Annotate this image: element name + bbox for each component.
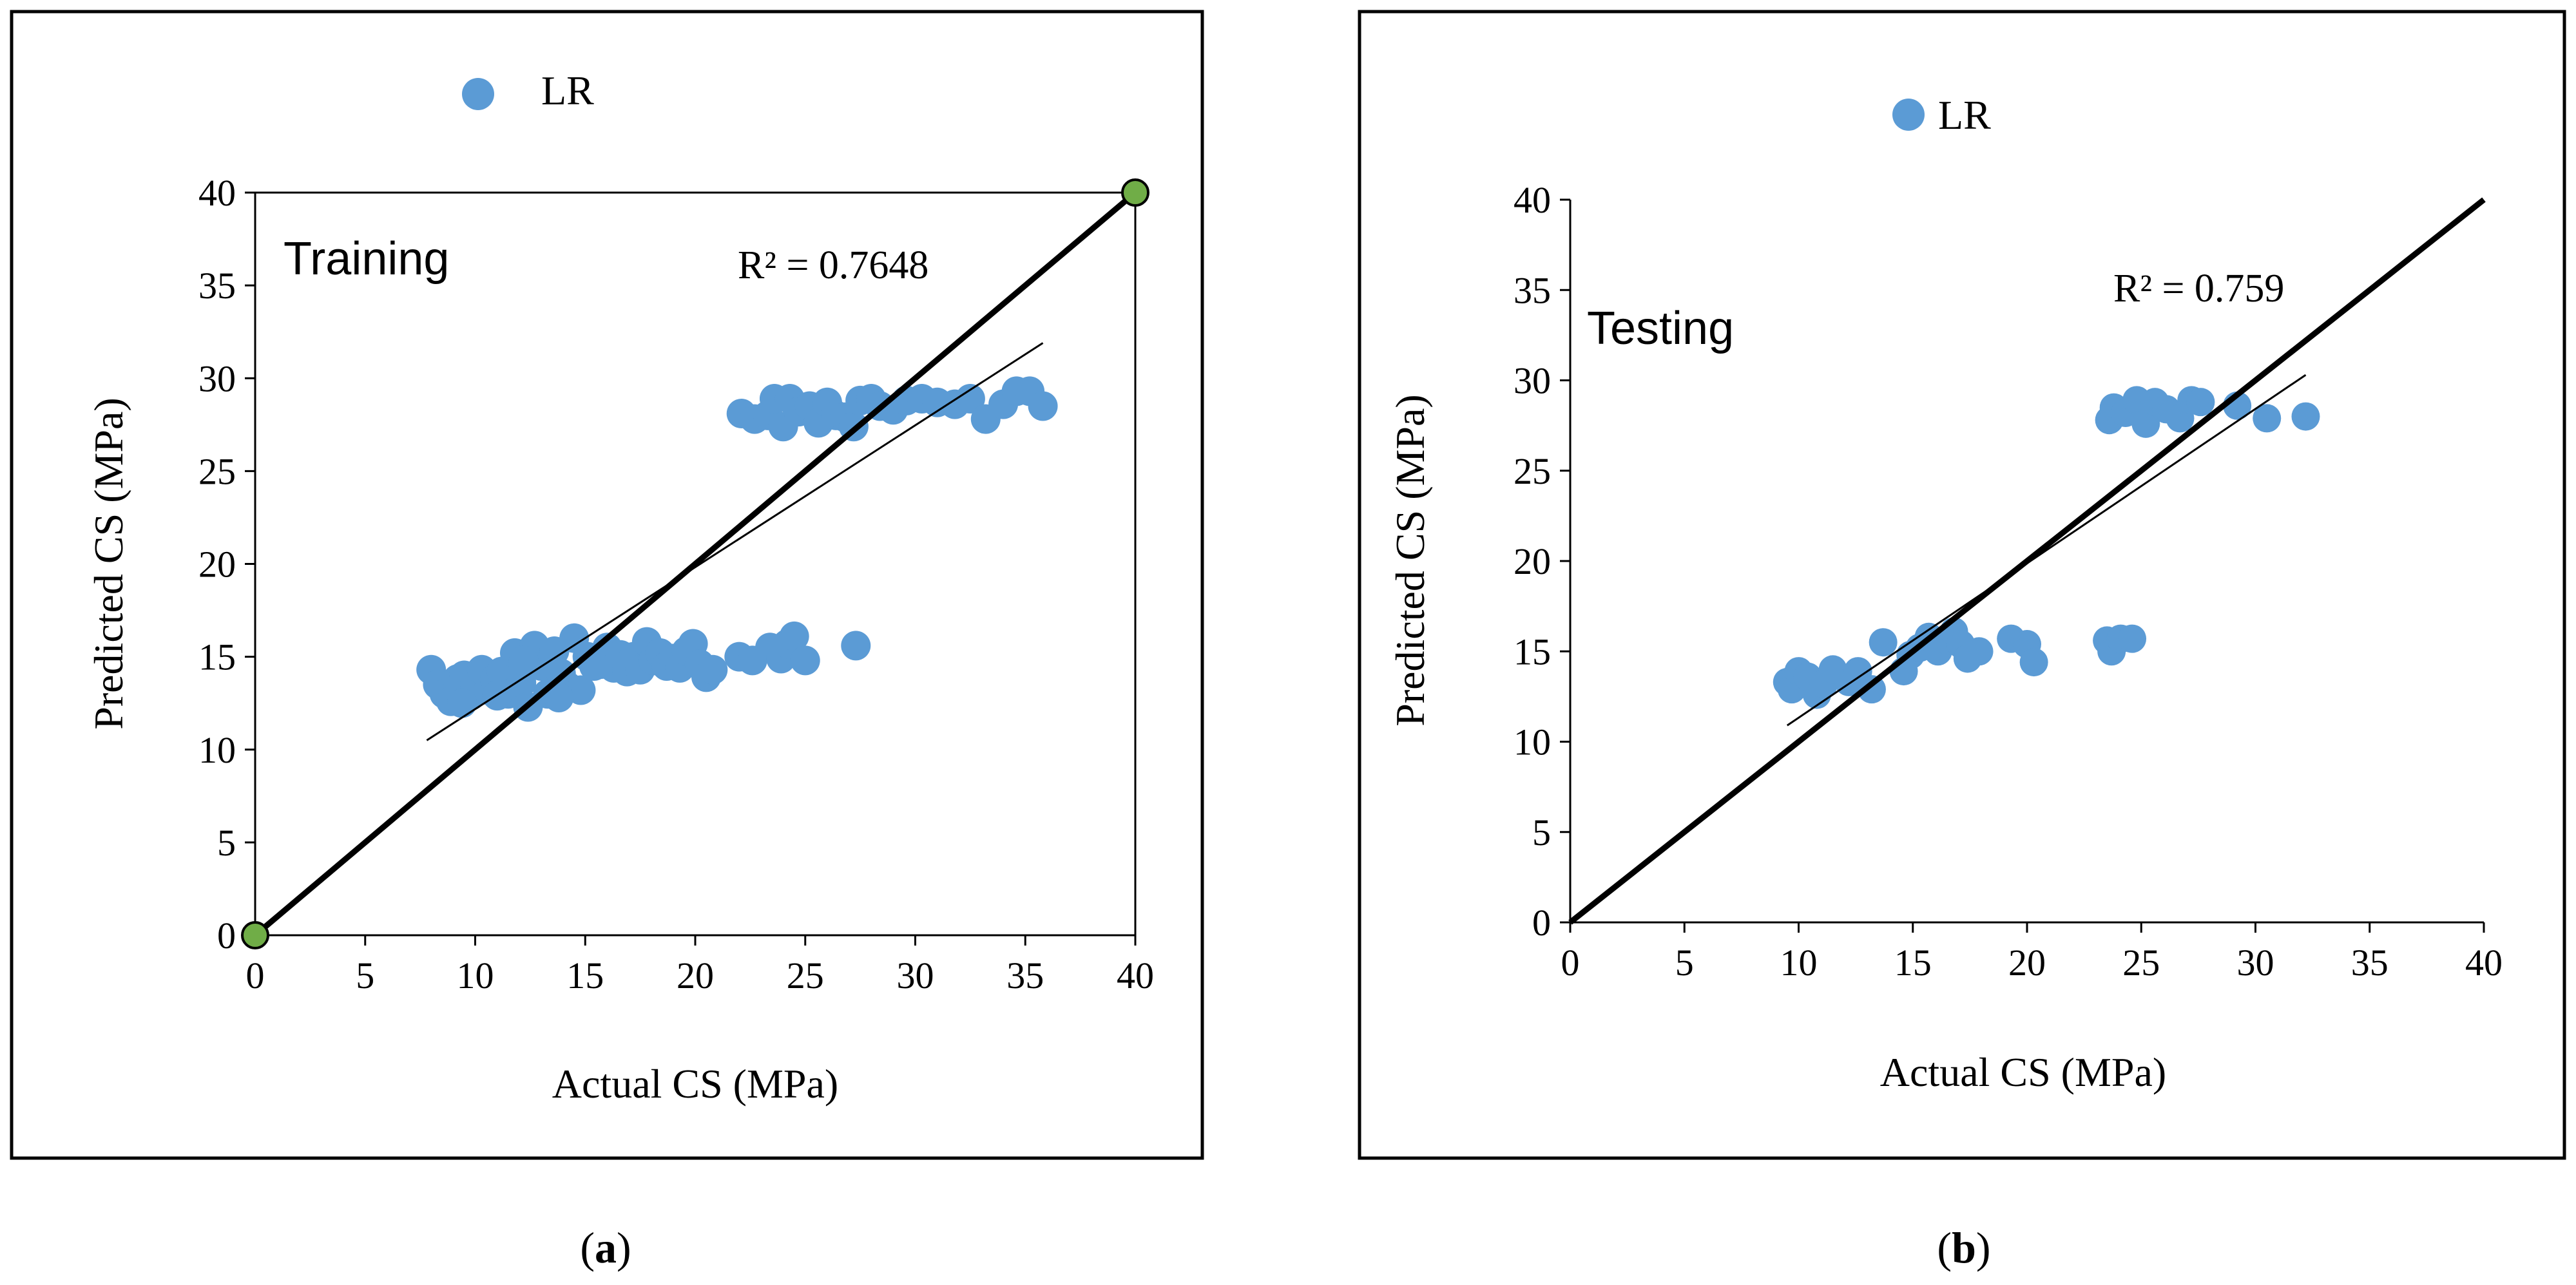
y-tick-label: 35 [198, 265, 236, 307]
y-tick-label: 10 [1514, 721, 1551, 763]
data-point [790, 645, 820, 676]
y-tick-label: 40 [198, 172, 236, 214]
data-point [2186, 388, 2215, 417]
legend-label: LR [1938, 92, 1991, 138]
y-tick-label: 10 [198, 729, 236, 771]
x-tick-label: 10 [1780, 942, 1818, 984]
y-tick-label: 0 [1532, 902, 1551, 944]
x-tick-label: 5 [1675, 942, 1694, 984]
data-point [841, 631, 871, 661]
x-tick-label: 20 [677, 955, 714, 996]
ideal-line [1568, 197, 2486, 925]
data-point [779, 621, 809, 651]
data-point [2118, 624, 2147, 653]
y-tick-label: 40 [1514, 179, 1551, 221]
panel-caption: (b) [1937, 1223, 1990, 1272]
x-tick-label: 30 [897, 955, 934, 996]
x-tick-label: 15 [1894, 942, 1932, 984]
y-ticks: 0 5 10 15 20 25 30 35 40 [1514, 179, 1570, 944]
y-tick-label: 30 [1514, 360, 1551, 402]
x-tick-label: 10 [457, 955, 494, 996]
x-ticks: 0 5 10 15 20 25 30 35 40 [246, 935, 1154, 996]
data-point [1869, 628, 1898, 657]
trend-line [1786, 374, 2307, 727]
data-point [1965, 637, 1994, 666]
panel-training: 0 5 10 15 20 25 30 35 40 0 5 10 15 20 25 30 35 40 LR Tra… [10, 10, 1204, 1272]
y-tick-label: 25 [1514, 450, 1551, 492]
y-tick-label: 20 [198, 544, 236, 585]
ideal-line-end-point [241, 921, 269, 949]
end-points [241, 178, 1149, 949]
data-points [1773, 386, 2320, 709]
y-tick-label: 25 [198, 450, 236, 492]
y-axis-title: Predicted CS (MPa) [1387, 394, 1433, 727]
x-tick-label: 40 [2465, 942, 2503, 984]
data-point [508, 645, 539, 676]
y-tick-label: 15 [1514, 631, 1551, 672]
legend-label: LR [541, 68, 594, 113]
x-axis-title: Actual CS (MPa) [552, 1061, 838, 1107]
y-tick-label: 15 [198, 636, 236, 678]
x-tick-label: 30 [2237, 942, 2274, 984]
x-tick-label: 20 [2008, 942, 2046, 984]
panel-testing-frame [1358, 10, 2566, 1160]
panel-testing: 0 5 10 15 20 25 30 35 40 0 5 10 15 20 25 30 35 40 LR Tes… [1358, 10, 2566, 1272]
x-axis-title: Actual CS (MPa) [1880, 1049, 2166, 1095]
ideal-line [253, 190, 1137, 938]
fit-lines [1568, 197, 2486, 925]
fit-lines [253, 190, 1137, 938]
panel-training-frame [10, 10, 1204, 1160]
y-tick-label: 5 [217, 822, 236, 864]
data-point [1028, 391, 1058, 421]
legend-marker [462, 78, 494, 110]
y-tick-label: 30 [198, 357, 236, 399]
y-axis-title: Predicted CS (MPa) [86, 397, 131, 730]
data-point [2291, 402, 2320, 431]
x-tick-label: 5 [356, 955, 374, 996]
data-points [416, 376, 1058, 722]
x-tick-label: 40 [1117, 955, 1154, 996]
r-squared-label: R² = 0.759 [2113, 267, 2284, 310]
data-point [698, 654, 728, 685]
x-tick-label: 35 [1006, 955, 1044, 996]
data-point [2019, 648, 2048, 677]
x-tick-label: 0 [246, 955, 265, 996]
data-point [2131, 409, 2160, 438]
x-tick-label: 25 [2122, 942, 2160, 984]
y-tick-label: 0 [217, 915, 236, 957]
x-tick-label: 15 [566, 955, 604, 996]
data-point [2253, 404, 2282, 433]
r-squared-label: R² = 0.7648 [738, 243, 928, 287]
data-point [544, 683, 574, 713]
y-tick-label: 35 [1514, 269, 1551, 311]
x-tick-label: 0 [1561, 942, 1580, 984]
data-point [1857, 675, 1886, 704]
x-tick-label: 25 [787, 955, 824, 996]
x-ticks: 0 5 10 15 20 25 30 35 40 [1561, 922, 2503, 984]
y-ticks: 0 5 10 15 20 25 30 35 40 [198, 172, 255, 957]
y-tick-label: 5 [1532, 812, 1551, 853]
data-point [447, 688, 477, 718]
panel-label: Training [284, 233, 449, 285]
data-point [955, 383, 985, 414]
ideal-line-end-point [1121, 178, 1149, 207]
y-tick-label: 20 [1514, 540, 1551, 582]
trend-line [426, 342, 1044, 741]
panel-caption: (a) [580, 1223, 631, 1272]
x-tick-label: 35 [2351, 942, 2389, 984]
legend-marker [1892, 99, 1925, 131]
panel-label: Testing [1587, 303, 1734, 354]
